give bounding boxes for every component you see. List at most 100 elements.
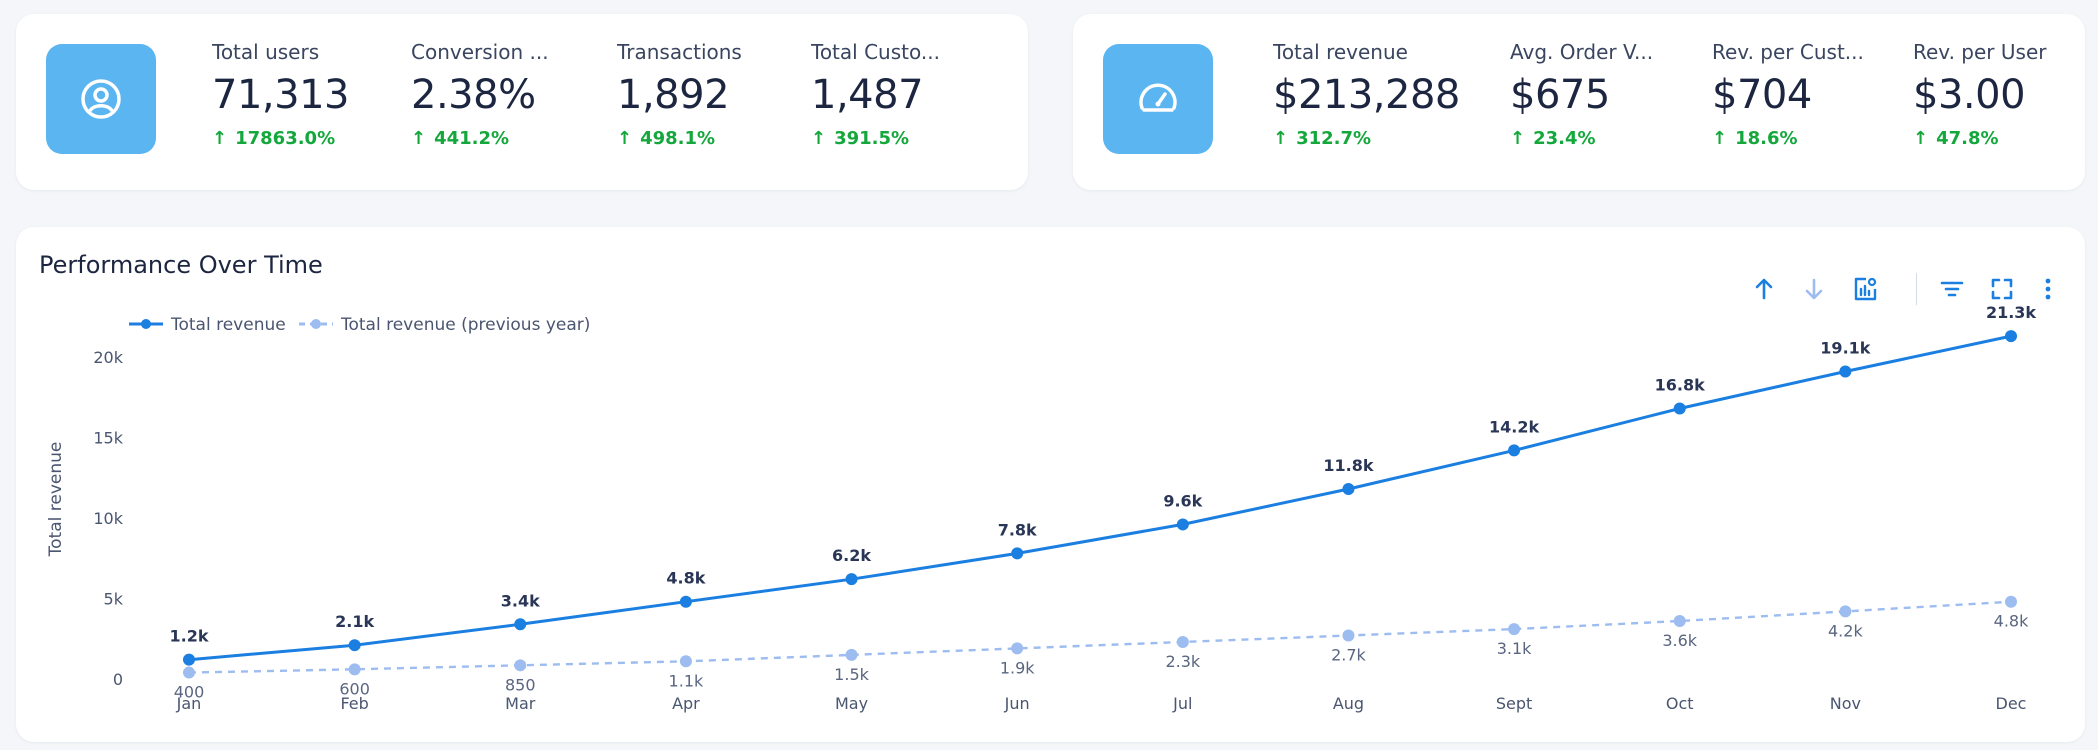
kpi-value: 2.38% [411,72,536,118]
y-tick-label: 15k [93,429,123,448]
speedometer-icon [1103,44,1213,154]
data-point-previous-year [2005,595,2017,608]
data-label-total-revenue: 14.2k [1489,417,1539,436]
x-tick-label: Dec [1996,694,2027,713]
chart-series [183,330,2017,679]
kpi-revenue-per-customer: Rev. per Cust... $704 ↑ 18.6% [1712,40,1862,149]
kpi-label: Avg. Order V... [1510,40,1654,64]
data-point-total-revenue [1508,444,1521,457]
kpi-value: $213,288 [1273,72,1460,118]
data-point-previous-year [845,648,858,661]
data-label-previous-year: 3.1k [1497,639,1532,658]
kpi-delta: ↑ 18.6% [1712,128,1798,149]
x-tick-label: Oct [1666,694,1694,713]
data-point-total-revenue [2005,330,2017,343]
filter-icon[interactable] [1934,271,1970,307]
data-point-total-revenue [183,653,195,666]
kpi-value: $704 [1712,72,1812,118]
data-point-previous-year [514,659,527,672]
y-tick-label: 20k [93,348,123,367]
chart-settings-icon[interactable] [1847,271,1883,307]
x-tick-label: Nov [1830,694,1861,713]
kpi-label: Total revenue [1273,40,1408,64]
data-label-total-revenue: 2.1k [335,612,374,631]
chart-toolbar [1746,271,2066,311]
arrow-up-icon: ↑ [1510,128,1526,149]
kpi-label: Conversion ... [411,40,549,64]
sort-descending-icon[interactable] [1796,271,1832,307]
toolbar-divider [1916,273,1917,305]
kpi-card-revenue: Total revenue $213,288 ↑ 312.7% Avg. Orde… [1073,14,2085,190]
data-point-previous-year [1508,623,1521,636]
y-tick-label: 0 [113,670,123,689]
kpi-label: Total users [212,40,320,64]
data-point-total-revenue [1176,518,1189,531]
kpi-label: Rev. per Cust... [1712,40,1862,64]
data-label-total-revenue: 16.8k [1655,376,1705,395]
kpi-card-users: Total users 71,313 ↑ 17863.0% Conversion … [16,14,1028,190]
data-point-previous-year [1839,605,1852,618]
chart-title: Performance Over Time [39,251,323,279]
legend-swatch-marker [141,319,151,329]
kpi-label: Transactions [617,40,742,64]
kpi-value: $675 [1510,72,1610,118]
data-label-total-revenue: 3.4k [501,591,540,610]
fullscreen-icon[interactable] [1984,271,2020,307]
data-point-total-revenue [1342,483,1355,496]
kpi-transactions: Transactions 1,892 ↑ 498.1% [617,40,777,149]
data-label-previous-year: 2.7k [1331,646,1366,665]
kpi-value: $3.00 [1913,72,2026,118]
arrow-up-icon: ↑ [411,128,427,149]
kpi-value: 1,892 [617,72,730,118]
data-label-total-revenue: 11.8k [1323,456,1373,475]
kpi-conversion: Conversion ... 2.38% ↑ 441.2% [411,40,551,149]
x-tick-label: Jun [1004,694,1030,713]
sort-ascending-icon[interactable] [1746,271,1782,307]
user-circle-icon [46,44,156,154]
data-label-total-revenue: 9.6k [1163,491,1202,510]
data-point-previous-year [348,663,361,676]
data-label-previous-year: 3.6k [1662,631,1697,650]
data-point-previous-year [183,666,195,679]
data-label-previous-year: 4.8k [1994,612,2029,631]
kpi-value: 1,487 [811,72,924,118]
chart-canvas: Total revenue Total revenue (previous yea… [46,303,2036,713]
kpi-total-revenue: Total revenue $213,288 ↑ 312.7% [1273,40,1473,149]
data-label-previous-year: 400 [174,683,205,702]
y-axis-ticks: 0 5k 10k 15k 20k [93,348,123,689]
legend-swatch-marker [311,319,321,329]
data-label-total-revenue: 6.2k [832,546,871,565]
more-vertical-icon[interactable] [2030,271,2066,307]
data-point-previous-year [1176,635,1189,648]
kpi-delta: ↑ 17863.0% [212,128,336,149]
data-point-total-revenue [514,618,527,631]
data-label-total-revenue: 1.2k [170,627,209,646]
kpi-label: Rev. per User [1913,40,2047,64]
x-tick-label: Aug [1333,694,1364,713]
x-tick-label: Sept [1496,694,1532,713]
y-tick-label: 5k [104,590,124,609]
x-axis-ticks: Jan Feb Mar Apr May Jun Jul Aug Sept Oct Nov Dec [176,694,2027,713]
x-tick-label: Jan [176,694,202,713]
data-point-previous-year [1673,615,1686,628]
data-label-previous-year: 4.2k [1828,621,1863,640]
series-line-previous-year [188,600,2012,674]
x-tick-label: May [835,694,868,713]
y-axis-label: Total revenue [46,442,66,558]
kpi-value: 71,313 [212,72,349,118]
chart-legend: Total revenue Total revenue (previous yea… [129,315,590,335]
data-label-previous-year: 1.5k [834,665,869,684]
x-tick-label: Mar [505,694,536,713]
data-label-previous-year: 850 [505,675,536,694]
arrow-up-icon: ↑ [212,128,228,149]
data-point-total-revenue [845,573,858,586]
kpi-revenue-per-user: Rev. per User $3.00 ↑ 47.8% [1913,40,2083,149]
kpi-delta: ↑ 23.4% [1510,128,1596,149]
kpi-delta: ↑ 441.2% [411,128,510,149]
legend-label: Total revenue [170,315,286,335]
data-point-total-revenue [348,639,361,652]
data-point-previous-year [679,655,692,668]
kpi-total-customers: Total Custo... 1,487 ↑ 391.5% [811,40,951,149]
data-label-previous-year: 1.1k [669,671,704,690]
chart-panel: Performance Over Time Total revenue Total… [16,227,2085,742]
